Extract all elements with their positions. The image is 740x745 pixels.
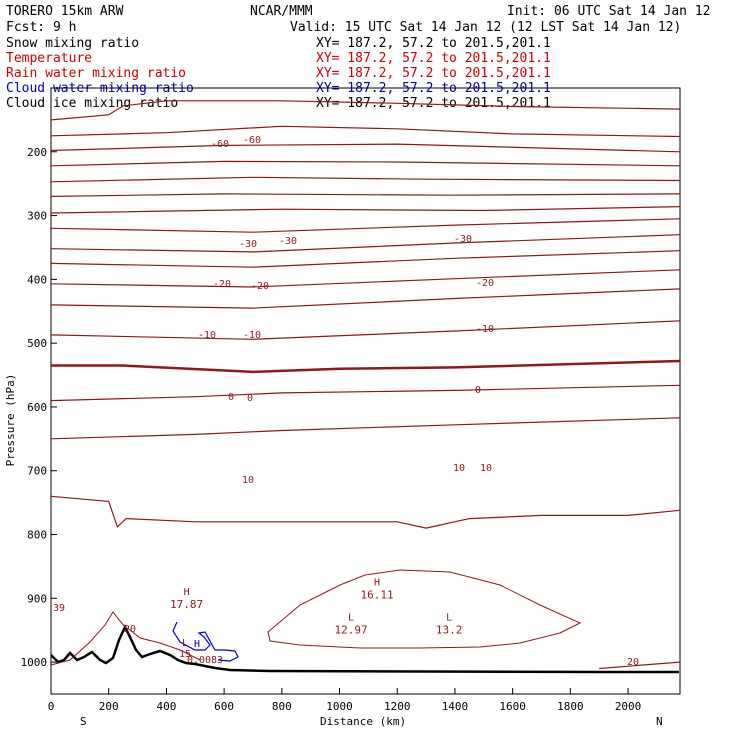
temp-contour [50,193,681,197]
contour-label: 10 [480,463,492,474]
contour-label: -60 [243,135,261,146]
y-tick-label: 200 [27,146,47,159]
contour-label: 39 [53,603,65,614]
contour-label: 10 [453,463,465,474]
contour-label: -10 [198,330,216,341]
temp-contour [599,661,681,670]
legend-label-temperature: Temperature [6,51,92,66]
x-end-left: S [80,715,87,728]
temp-contour [50,250,681,268]
contour-label: -30 [279,236,297,247]
high-closed-contour [267,569,582,649]
center-value: 13.2 [436,624,463,637]
x-tick-label: 0 [48,700,55,713]
contour-label: 20 [627,657,639,668]
x-tick-label: 1200 [384,700,411,713]
temp-contour [50,218,681,233]
legend-label-rain: Rain water mixing ratio [6,66,186,81]
terrain-line [50,624,679,674]
plot-frame [50,87,681,695]
legend-xy-rain: XY= 187.2, 57.2 to 201.5,201.1 [316,66,551,81]
cloud-water-label: 0.0083 [187,655,223,666]
legend-label-snow: Snow mixing ratio [6,36,139,51]
temp-contour [50,417,681,440]
temp-contour [51,359,681,374]
cloud-water-label: H [194,639,200,650]
y-tick-label: 1000 [21,656,48,669]
center-letter: H [374,578,380,589]
contour-label: 10 [242,475,254,486]
temp-contour [50,495,681,529]
contour-label: -10 [476,324,494,335]
x-tick-label: 800 [272,700,292,713]
contour-labels: -60 -60 -30 -30 -30 -20 -20 -20 -10 -10 -10 0 0 0 10 10… [53,135,639,668]
y-tick-label: 600 [27,401,47,414]
cloud-water-label: 15 [179,649,191,660]
center-value: 17.87 [170,598,203,611]
x-tick-label: 600 [214,700,234,713]
contour-label: -10 [243,330,261,341]
x-tick-label: 2000 [615,700,642,713]
init-time: Init: 06 UTC Sat 14 Jan 12 [507,4,711,19]
x-tick-label: 1000 [326,700,353,713]
temp-contour [50,320,681,340]
y-axis-title: Pressure (hPa) [4,374,17,467]
legend-label-cloud-ice: Cloud ice mixing ratio [6,96,178,111]
y-tick-label: 400 [27,273,47,286]
center-letter: L [446,613,452,624]
legend-xy-snow: XY= 187.2, 57.2 to 201.5,201.1 [316,36,551,51]
contour-label: 20 [124,624,136,635]
rain-contour-30 [50,611,201,666]
temp-contour [50,125,681,138]
y-tick-label: 900 [27,592,47,605]
axes: 0 200 400 600 800 1000 1200 1400 1600 1800 2000200… [21,146,642,713]
y-tick-label: 300 [27,210,47,223]
org-title: NCAR/MMM [250,4,313,19]
contour-label: -30 [239,239,257,250]
y-tick-label: 700 [27,465,47,478]
valid-time: Valid: 15 UTC Sat 14 Jan 12 (12 LST Sat … [290,20,681,35]
contour-label: 0 [228,392,234,403]
cloud-water-label: L [182,638,188,649]
x-tick-label: 1600 [499,700,526,713]
center-value: 16.11 [360,589,393,602]
contour-label: 0 [247,393,253,404]
terrain-layer [50,569,679,674]
contour-label: -60 [211,139,229,150]
temp-contour [50,269,681,288]
model-title: TORERO 15km ARW [6,4,124,19]
forecast-hour: Fcst: 9 h [6,20,76,35]
x-tick-label: 400 [156,700,176,713]
x-tick-label: 1800 [557,700,584,713]
temp-contour [50,384,681,402]
temp-contour [50,176,681,183]
contour-label: -30 [454,234,472,245]
x-axis-title: Distance (km) [320,715,406,728]
contour-label: -20 [476,278,494,289]
temp-contour [50,288,681,309]
temp-contour [50,160,681,167]
contour-label: 0 [475,385,481,396]
center-letter: H [184,587,190,598]
center-value: 12.97 [335,624,368,637]
temp-contour [50,143,681,153]
contour-label: -20 [251,281,269,292]
legend-xy-temperature: XY= 187.2, 57.2 to 201.5,201.1 [316,51,551,66]
temp-contour [50,234,681,253]
contour-label: -20 [213,279,231,290]
y-tick-label: 500 [27,337,47,350]
temp-contour [50,206,681,214]
temperature-contours [50,100,681,670]
y-tick-label: 800 [27,529,47,542]
legend-xy-cloud-ice: XY= 187.2, 57.2 to 201.5,201.1 [316,96,551,111]
x-tick-label: 1400 [442,700,469,713]
x-end-right: N [656,715,663,728]
x-tick-label: 200 [99,700,119,713]
center-letter: L [348,613,354,624]
temp-contour [50,100,681,121]
cloud-water-contour [172,621,239,662]
